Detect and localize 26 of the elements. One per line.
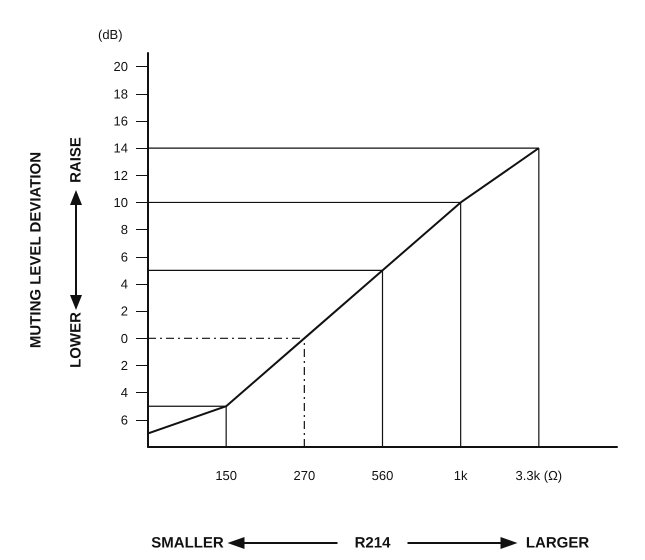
x-tick-label: 150 [215,468,238,483]
y-tick-label: 6 [120,412,128,428]
y-tick-label: 12 [114,168,128,183]
y-tick-label: 20 [114,59,128,74]
y-tick-label: 2 [120,358,128,373]
x-axis-title: R214 [354,534,392,552]
y-tick-label: 8 [120,222,128,238]
text: (dB) [98,27,123,42]
y-tick-label: 16 [114,113,128,128]
text: LOWER [68,312,84,368]
text: LARGER [526,534,590,552]
y-tick-label: 6 [120,249,128,264]
y-tick-label: 2 [120,304,128,319]
x-tick-label: 1k [454,468,468,483]
y-axis-title: MUTING LEVEL DEVIATION [28,152,44,348]
x-tick-label: 3.3k (Ω) [516,468,562,483]
x-tick-label: 270 [293,468,316,483]
y-tick-label: 18 [114,86,128,102]
x-tick-label: 560 [372,468,394,483]
y-tick-label: 14 [114,140,128,156]
y-tick-label: 10 [114,194,128,210]
text: SMALLER [151,534,224,552]
y-tick-label: 4 [120,276,128,292]
y-tick-label: 4 [120,385,128,400]
y-tick-label: 0 [120,330,128,346]
text: RAISE [68,137,84,183]
